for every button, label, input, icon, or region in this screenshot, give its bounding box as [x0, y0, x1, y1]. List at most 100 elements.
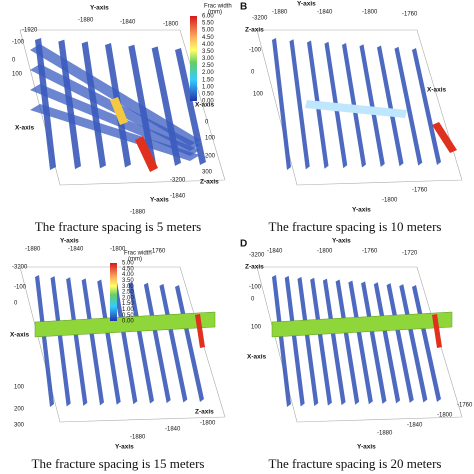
tick-label: -1760	[150, 249, 166, 255]
tick-label: -1800	[317, 249, 333, 255]
tick-label: -1840	[170, 194, 186, 200]
tick-label: -1920	[22, 28, 38, 34]
tick-label: 100	[251, 325, 262, 331]
fracture	[386, 283, 414, 403]
tick-label: 200	[205, 154, 216, 160]
colorbar-label: 1.00	[202, 84, 214, 90]
caption: The fracture spacing is 10 meters	[269, 219, 442, 234]
tick-label: -1880	[78, 18, 94, 24]
fracture	[272, 275, 291, 407]
colorbar-label: 1.50	[202, 77, 214, 83]
axis-label: X-axis	[195, 102, 215, 109]
tick-label: -1840	[267, 249, 283, 255]
fracture	[322, 278, 346, 406]
axis-label: Y-axis	[352, 207, 371, 214]
tick-label: -1800	[110, 247, 126, 253]
colorbar-label: 3.00	[202, 56, 214, 62]
colorbar-label: 4.00	[122, 272, 134, 278]
axis-label: X-axis	[10, 332, 30, 339]
tick-label: -1840	[120, 20, 136, 26]
fracture	[30, 84, 200, 156]
colorbar-title: Frac width	[204, 4, 232, 10]
mid-band	[305, 100, 407, 118]
fracture	[348, 280, 373, 405]
caption: The fracture spacing is 5 meters	[35, 219, 201, 234]
tick-label: 0	[251, 70, 255, 76]
tick-label: 300	[14, 423, 25, 429]
wellbore	[271, 311, 453, 338]
colorbar	[110, 263, 117, 321]
fracture	[272, 38, 291, 170]
colorbar-label: 4.50	[202, 35, 214, 41]
fracture	[377, 45, 404, 167]
axis-label: Y-axis	[60, 238, 79, 245]
tick-label: 100	[253, 92, 264, 98]
tick-label: -3200	[249, 253, 265, 259]
tick-label: 0	[14, 301, 18, 307]
fracture	[97, 279, 121, 405]
high-width	[135, 136, 158, 172]
tick-label: 0	[251, 297, 255, 303]
fracture	[297, 276, 319, 407]
fracture	[159, 283, 188, 403]
colorbar	[190, 16, 197, 101]
fracture	[128, 281, 154, 404]
tick-label: -1760	[402, 12, 418, 18]
tick-label: -1880	[130, 435, 146, 441]
fracture	[394, 46, 423, 166]
tick-label: 0	[12, 58, 16, 64]
fracture	[30, 104, 200, 161]
fracture	[143, 282, 171, 404]
fracture	[289, 39, 310, 170]
tick-label: -1880	[25, 247, 41, 253]
axis-label: Y-axis	[90, 5, 109, 12]
axis-label: X-axis	[247, 354, 267, 361]
fracture	[284, 275, 305, 407]
colorbar-label: 2.50	[202, 63, 214, 69]
tick-label: -1720	[402, 251, 418, 257]
fracture	[81, 278, 104, 406]
fracture	[335, 279, 360, 405]
panel-label: B	[240, 2, 247, 13]
tick-label: -1840	[165, 427, 181, 433]
colorbar-label: 1.00	[122, 307, 134, 313]
axis-label: Z-axis	[200, 179, 219, 186]
fracture	[373, 282, 401, 404]
mid-width	[110, 97, 128, 125]
axis-label: X-axis	[15, 125, 35, 132]
colorbar-label: 0.50	[202, 91, 214, 97]
axis-label: Y-axis	[297, 1, 316, 8]
fracture	[310, 277, 332, 406]
tick-label: -1800	[437, 413, 453, 419]
axis-label: Z-axis	[245, 264, 264, 271]
fracture	[50, 276, 71, 407]
colorbar-label: 4.00	[202, 42, 214, 48]
colorbar-label: 2.50	[122, 290, 134, 296]
colorbar-label: 3.50	[202, 49, 214, 55]
tick-label: -100	[249, 285, 262, 291]
axis-label: Y-axis	[115, 444, 134, 451]
colorbar-label: 3.00	[122, 284, 134, 290]
colorbar-label: 5.50	[202, 21, 214, 27]
fracture	[112, 280, 138, 405]
tick-label: -1760	[457, 403, 473, 409]
panel-label: D	[240, 239, 247, 250]
tick-label: -100	[14, 285, 27, 291]
tick-label: -1840	[407, 423, 423, 429]
tick-label: 100	[14, 385, 25, 391]
colorbar-label: 2.00	[122, 295, 134, 301]
fracture	[359, 44, 385, 167]
axis-label: Y-axis	[150, 197, 169, 204]
colorbar-label: 0.00	[122, 319, 134, 325]
colorbar-label: 1.50	[122, 301, 134, 307]
colorbar-label: 6.00	[202, 14, 214, 20]
high-width	[195, 314, 205, 348]
tick-label: -3200	[12, 265, 28, 271]
tick-label: -1800	[163, 22, 179, 28]
colorbar-unit: (mm)	[128, 257, 142, 263]
caption: The fracture spacing is 15 meters	[32, 456, 205, 471]
tick-label: -1880	[272, 10, 288, 16]
tick-label: 100	[205, 136, 216, 142]
tick-label: -100	[12, 40, 25, 46]
